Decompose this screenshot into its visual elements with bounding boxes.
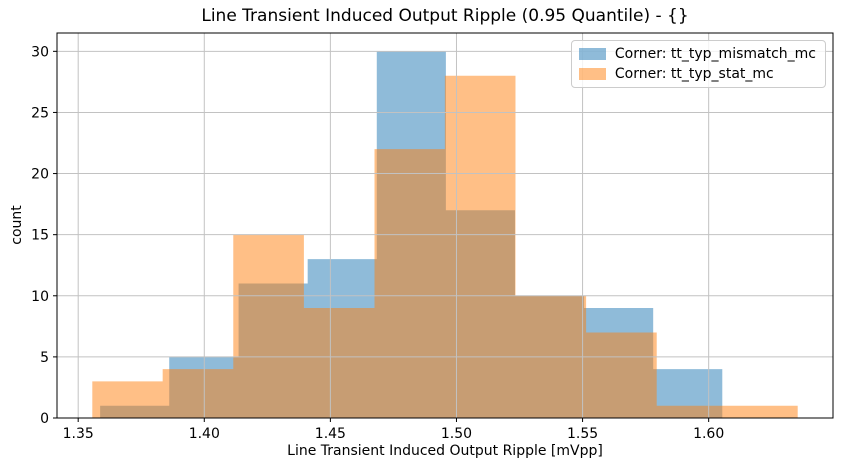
x-axis-label: Line Transient Induced Output Ripple [mV… bbox=[287, 443, 603, 459]
y-axis-label: count bbox=[9, 205, 25, 245]
legend-item: Corner: tt_typ_mismatch_mc bbox=[578, 46, 816, 62]
x-tick-label: 1.45 bbox=[315, 426, 346, 442]
legend-item: Corner: tt_typ_stat_mc bbox=[578, 66, 816, 82]
legend-label: Corner: tt_typ_mismatch_mc bbox=[614, 46, 816, 62]
x-tick-label: 1.60 bbox=[693, 426, 724, 442]
legend: Corner: tt_typ_mismatch_mc Corner: tt_ty… bbox=[570, 40, 826, 88]
x-tick-label: 1.55 bbox=[567, 426, 598, 442]
plot-border bbox=[56, 32, 834, 419]
legend-label: Corner: tt_typ_stat_mc bbox=[614, 66, 774, 82]
chart-title: Line Transient Induced Output Ripple (0.… bbox=[201, 6, 689, 26]
y-tick-label: 25 bbox=[31, 105, 49, 121]
y-tick-label: 30 bbox=[31, 44, 49, 60]
x-tick-label: 1.40 bbox=[189, 426, 220, 442]
legend-swatch-1 bbox=[578, 68, 606, 80]
y-tick-label: 20 bbox=[31, 167, 49, 183]
y-tick-label: 0 bbox=[40, 411, 49, 427]
y-tick-label: 15 bbox=[31, 228, 49, 244]
x-tick-label: 1.50 bbox=[441, 426, 472, 442]
x-tick-label: 1.35 bbox=[63, 426, 94, 442]
y-tick-label: 10 bbox=[31, 289, 49, 305]
hist-series-1 bbox=[92, 75, 798, 418]
y-tick-label: 5 bbox=[40, 350, 49, 366]
legend-swatch-0 bbox=[578, 48, 606, 60]
